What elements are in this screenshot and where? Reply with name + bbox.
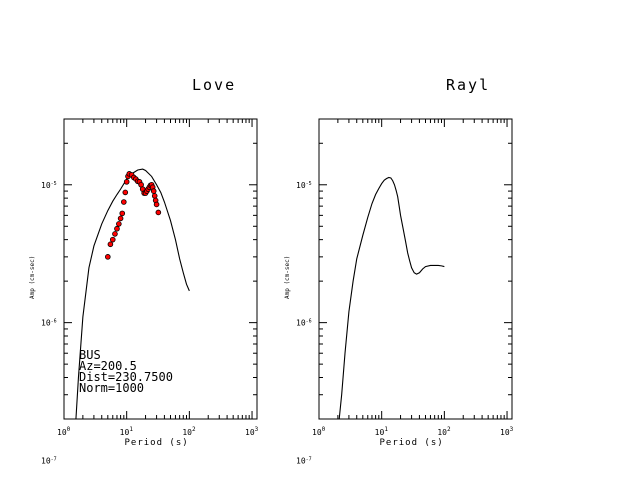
panel-1-annotation-line: Norm=1000	[79, 381, 144, 395]
panel-1-x-tick-label: 101	[120, 426, 134, 437]
panel-2-x-tick-label: 103	[500, 426, 514, 437]
panel-1-data-point	[121, 199, 127, 205]
panel-1-title: Love	[192, 76, 236, 94]
panel-1-data-point	[109, 236, 116, 243]
panel-1-data-point	[153, 201, 160, 208]
panel-2-x-tick-label: 101	[375, 426, 389, 437]
panel-1-data-point	[119, 210, 126, 217]
panel-1-series-line	[75, 168, 190, 419]
panel-2-x-tick-label: 102	[437, 426, 451, 437]
panel-1-data-point	[155, 209, 162, 216]
panel-1-data-point	[114, 225, 120, 232]
panel-1-x-tick-label: 100	[57, 426, 71, 437]
panel-2-series-line	[338, 176, 445, 419]
panel-1-y-axis-label: Amp (cm-sec)	[29, 256, 36, 299]
panel-1-data-point	[105, 254, 111, 260]
panel-1-y-tick-label: 10-6	[41, 319, 57, 328]
panel-2-title: Rayl	[446, 76, 490, 94]
panel-2-x-tick-label: 100	[312, 426, 326, 437]
panel-1-data-point	[112, 231, 118, 237]
panel-2-y-tick-label: 10-5	[296, 181, 312, 190]
panel-1-x-tick-label: 102	[182, 426, 196, 437]
panel-1-annotation-line: Dist=230.7500	[79, 370, 173, 384]
panel-1-data-point	[151, 193, 158, 199]
panel-1-data-point	[150, 188, 157, 194]
panel-1-annotation-line: BUS	[79, 348, 101, 362]
panel-1-x-tick-label: 103	[245, 426, 259, 437]
panel-1-data-point	[117, 215, 124, 222]
panel-2-x-axis-label: Period (s)	[380, 438, 444, 448]
panel-2-frame	[318, 118, 513, 420]
panel-1-annotation-line: Az=200.5	[79, 359, 137, 373]
panel-1-frame	[63, 118, 258, 420]
panel-1-data-point	[123, 179, 130, 185]
panel-2-y-tick-label: 10-6	[296, 319, 312, 328]
panel-1-y-tick-label: 10-7	[41, 457, 57, 466]
panel-1-data-point	[116, 221, 122, 227]
panel-1-x-axis-label: Period (s)	[125, 438, 189, 448]
panel-1-data-point	[122, 189, 129, 196]
panel-2-y-tick-label: 10-7	[296, 457, 312, 466]
panel-1-data-point	[107, 241, 114, 248]
panel-1-y-tick-label: 10-5	[41, 181, 57, 190]
panel-2-y-axis-label: Amp (cm-sec)	[284, 256, 291, 299]
